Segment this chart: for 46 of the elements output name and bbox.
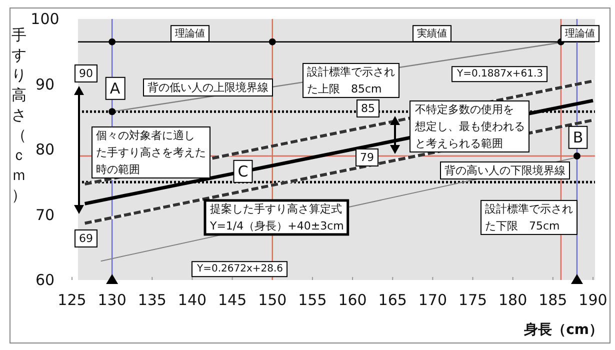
point	[106, 274, 118, 284]
annotation: 79	[360, 150, 374, 164]
point	[268, 38, 276, 46]
annotation: C	[238, 162, 248, 180]
x-tick-label: 130	[98, 291, 126, 309]
y-tick-label: 70	[35, 206, 55, 224]
annotation: 85	[361, 102, 375, 115]
annotation: 設計標準で示された下限 75cm	[485, 202, 573, 232]
y-tick-label: 80	[35, 140, 55, 158]
annotation: B	[572, 128, 584, 146]
annotation: 理論値	[565, 28, 595, 40]
annotation: 背の低い人の上限境界線	[148, 80, 268, 94]
x-tick-label: 145	[218, 291, 247, 309]
x-tick-label: 180	[498, 291, 528, 309]
x-tick-label: 185	[538, 291, 568, 309]
annotation: Y=0.1887x+61.3	[456, 68, 544, 80]
x-tick-label: 165	[378, 291, 407, 309]
x-tick-label: 190	[578, 291, 608, 309]
x-axis-title: 身長（cm）	[523, 322, 603, 338]
x-tick-label: 170	[418, 291, 448, 309]
x-tick-label: 125	[58, 291, 86, 309]
x-tick-label: 160	[338, 291, 367, 309]
annotation: 背の高い人の下限境界線	[444, 164, 566, 177]
annotation: 69	[79, 232, 93, 245]
annotation: Y=0.2672x+28.6	[196, 264, 284, 275]
x-tick-label: 135	[138, 291, 166, 309]
annotation: 個々の対象者に適した手すり高さを考えた時の範囲	[96, 128, 206, 176]
annotation: A	[110, 79, 121, 98]
text: 手すり高さ（ｃｍ）	[12, 26, 26, 204]
point	[108, 38, 116, 46]
point	[570, 274, 583, 284]
x-tick-label: 150	[258, 291, 287, 309]
x-tick-label: 155	[298, 291, 327, 309]
x-tick-label: 140	[178, 291, 207, 309]
annotation: 理論値	[175, 28, 205, 40]
x-tick-label: 175	[458, 291, 488, 309]
annotation: 提案した手すり高さ算定式Y=1/4（身長）+40±3cm	[209, 202, 344, 232]
y-tick-label: 100	[30, 10, 60, 28]
annotation: 設計標準で示された上限 85cm	[307, 65, 395, 96]
annotation: 不特定多数の使用を想定し、最も使われると考えられる範囲	[414, 102, 525, 150]
y-tick-label: 60	[35, 271, 55, 289]
point	[108, 108, 116, 116]
y-tick-label: 90	[35, 75, 55, 94]
point	[573, 152, 580, 160]
annotation: 90	[79, 66, 93, 80]
annotation: 実績値	[417, 28, 447, 40]
